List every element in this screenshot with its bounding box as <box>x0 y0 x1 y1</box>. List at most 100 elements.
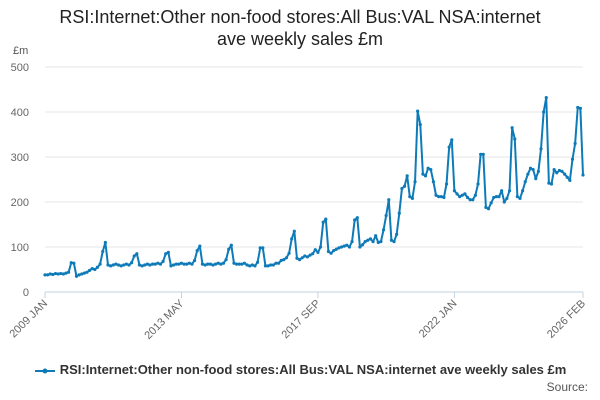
data-point[interactable] <box>227 247 231 251</box>
data-point[interactable] <box>263 264 268 268</box>
data-point[interactable] <box>255 260 260 264</box>
data-point[interactable] <box>387 198 391 202</box>
data-point[interactable] <box>363 240 367 244</box>
data-point[interactable] <box>77 273 81 277</box>
data-point[interactable] <box>153 262 157 266</box>
data-point[interactable] <box>106 263 110 267</box>
data-point[interactable] <box>192 258 197 263</box>
data-point[interactable] <box>295 256 299 260</box>
data-point[interactable] <box>405 174 409 178</box>
data-point[interactable] <box>282 258 286 262</box>
data-point[interactable] <box>345 243 349 247</box>
data-point[interactable] <box>542 110 546 114</box>
data-point[interactable] <box>515 195 519 199</box>
data-point[interactable] <box>143 263 147 267</box>
data-point[interactable] <box>127 263 131 267</box>
data-point[interactable] <box>381 228 386 232</box>
data-point[interactable] <box>392 240 396 244</box>
data-point[interactable] <box>61 272 65 276</box>
data-point[interactable] <box>166 250 170 254</box>
data-point[interactable] <box>455 192 459 196</box>
data-point[interactable] <box>274 261 278 265</box>
data-point[interactable] <box>69 261 73 265</box>
data-point[interactable] <box>172 263 176 267</box>
data-point[interactable] <box>389 238 394 242</box>
data-point[interactable] <box>334 247 338 251</box>
data-point[interactable] <box>203 263 207 267</box>
data-point[interactable] <box>468 198 472 202</box>
data-point[interactable] <box>397 211 401 215</box>
data-point[interactable] <box>213 262 218 266</box>
data-point[interactable] <box>174 262 178 266</box>
data-point[interactable] <box>360 243 365 247</box>
data-point[interactable] <box>557 168 561 173</box>
data-point[interactable] <box>573 141 577 146</box>
data-point[interactable] <box>182 262 186 266</box>
data-point[interactable] <box>355 216 359 220</box>
data-point[interactable] <box>492 195 496 200</box>
data-point[interactable] <box>88 268 92 272</box>
data-point[interactable] <box>581 173 585 177</box>
data-point[interactable] <box>287 251 291 255</box>
data-point[interactable] <box>418 123 422 127</box>
data-point[interactable] <box>156 261 160 265</box>
data-point[interactable] <box>384 213 388 218</box>
data-point[interactable] <box>48 272 52 276</box>
data-point[interactable] <box>332 249 336 253</box>
data-point[interactable] <box>536 169 540 173</box>
data-point[interactable] <box>145 262 149 266</box>
data-point[interactable] <box>337 246 341 250</box>
data-point[interactable] <box>216 261 220 265</box>
data-point[interactable] <box>316 250 320 254</box>
data-point[interactable] <box>140 264 144 268</box>
data-point[interactable] <box>534 177 538 181</box>
data-point[interactable] <box>232 261 236 265</box>
data-point[interactable] <box>80 272 84 276</box>
data-point[interactable] <box>342 244 346 248</box>
data-point[interactable] <box>195 249 199 253</box>
data-point[interactable] <box>426 166 430 170</box>
data-point[interactable] <box>161 259 165 263</box>
data-point[interactable] <box>51 272 55 277</box>
data-point[interactable] <box>90 267 94 271</box>
data-point[interactable] <box>423 174 428 178</box>
data-point[interactable] <box>109 264 113 268</box>
data-point[interactable] <box>521 189 525 193</box>
data-point[interactable] <box>568 178 572 182</box>
data-point[interactable] <box>452 189 456 193</box>
data-point[interactable] <box>576 105 580 110</box>
data-point[interactable] <box>311 252 315 256</box>
data-point[interactable] <box>539 147 543 151</box>
data-point[interactable] <box>208 262 212 266</box>
data-point[interactable] <box>460 193 464 197</box>
data-point[interactable] <box>284 256 289 260</box>
data-point[interactable] <box>494 195 498 199</box>
data-point[interactable] <box>339 245 344 249</box>
data-point[interactable] <box>271 263 275 267</box>
data-point[interactable] <box>547 181 551 185</box>
data-point[interactable] <box>242 261 247 265</box>
data-point[interactable] <box>421 172 425 176</box>
data-point[interactable] <box>489 201 493 205</box>
data-point[interactable] <box>408 195 412 199</box>
data-point[interactable] <box>85 270 89 274</box>
data-point[interactable] <box>376 240 380 245</box>
data-point[interactable] <box>484 205 488 209</box>
data-point[interactable] <box>93 267 97 272</box>
data-point[interactable] <box>258 246 262 250</box>
data-point[interactable] <box>53 271 58 276</box>
data-point[interactable] <box>56 272 60 276</box>
data-point[interactable] <box>303 254 307 258</box>
data-point[interactable] <box>434 193 438 197</box>
data-point[interactable] <box>190 262 194 266</box>
data-point[interactable] <box>371 240 375 244</box>
data-point[interactable] <box>119 264 123 268</box>
data-point[interactable] <box>198 244 202 248</box>
data-point[interactable] <box>261 246 265 250</box>
data-point[interactable] <box>347 245 352 249</box>
data-point[interactable] <box>429 168 433 172</box>
data-point[interactable] <box>505 196 509 200</box>
data-point[interactable] <box>402 184 407 188</box>
data-point[interactable] <box>476 182 480 186</box>
data-point[interactable] <box>221 261 226 265</box>
